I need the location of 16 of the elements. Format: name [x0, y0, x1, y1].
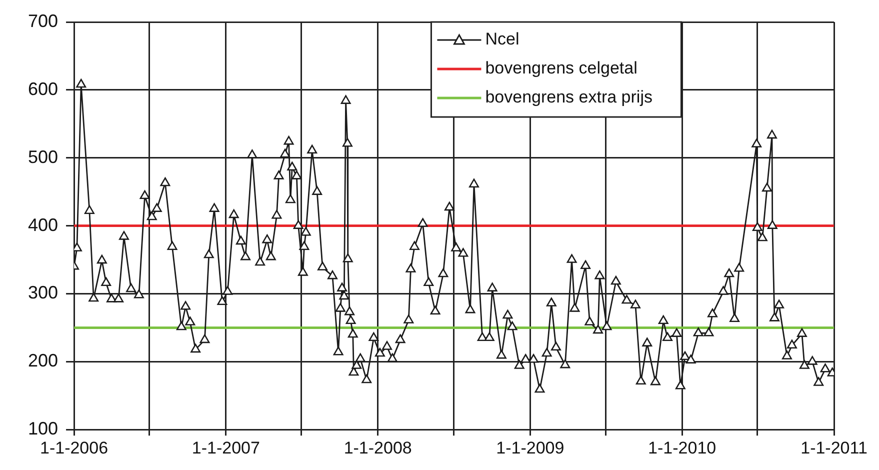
legend-label: Ncel: [485, 30, 520, 49]
x-tick-label: 1-1-2007: [192, 438, 260, 458]
y-tick-label: 500: [28, 146, 58, 167]
y-tick-label: 300: [28, 282, 58, 303]
legend-label: bovengrens celgetal: [485, 58, 638, 78]
y-tick-label: 600: [28, 78, 58, 99]
x-tick-label: 1-1-2006: [40, 438, 108, 458]
legend-label: bovengrens extra prijs: [485, 88, 652, 107]
x-tick-label: 1-1-2010: [648, 438, 716, 458]
x-tick-label: 1-1-2008: [344, 438, 412, 458]
y-tick-label: 200: [28, 350, 58, 371]
y-tick-label: 700: [28, 10, 58, 31]
x-tick-label: 1-1-2009: [496, 438, 564, 458]
x-tick-label: 1-1-2011: [800, 438, 868, 458]
y-tick-label: 400: [28, 214, 58, 235]
y-tick-label: 100: [28, 418, 58, 439]
